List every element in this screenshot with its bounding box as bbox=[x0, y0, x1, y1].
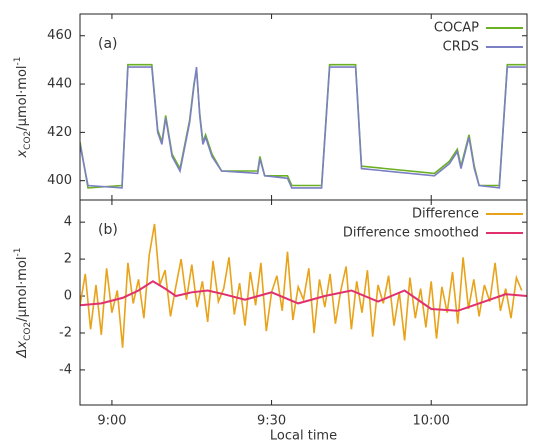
series-line bbox=[80, 66, 526, 189]
series-line bbox=[80, 63, 526, 189]
x-axis-label: Local time bbox=[270, 429, 337, 444]
y-label-sup: -1 bbox=[13, 248, 23, 257]
y-label-main: Δx bbox=[15, 341, 30, 359]
y-tick-label: 400 bbox=[47, 173, 72, 188]
y-tick-label: 440 bbox=[47, 77, 72, 92]
y-label-sub: CO2 bbox=[23, 322, 33, 341]
y-tick-label: 4 bbox=[64, 215, 72, 230]
x-tick-label: 9:00 bbox=[97, 414, 126, 429]
y-label-unit: /µmol·mol bbox=[15, 65, 30, 130]
y-tick-label: -2 bbox=[59, 325, 72, 340]
y-label-sub: CO2 bbox=[23, 131, 33, 150]
panel-label: (b) bbox=[98, 222, 118, 238]
y-label-main: x bbox=[15, 150, 30, 159]
plot-frame bbox=[79, 199, 528, 406]
x-tick-label: 9:30 bbox=[257, 414, 286, 429]
y-tick-label: -4 bbox=[59, 362, 72, 377]
legend-label: COCAP bbox=[434, 21, 479, 36]
panel-label: (a) bbox=[98, 36, 118, 52]
legend-label: Difference bbox=[412, 207, 479, 222]
y-tick-label: 0 bbox=[64, 289, 72, 304]
x-tick-label: 10:00 bbox=[412, 414, 449, 429]
y-label-unit: /µmol·mol bbox=[15, 257, 30, 322]
y-tick-label: 460 bbox=[47, 28, 72, 43]
y-axis-label: xCO2/µmol·mol-1 bbox=[13, 56, 33, 158]
series-line bbox=[80, 280, 527, 312]
y-label-sup: -1 bbox=[13, 56, 23, 65]
y-tick-label: 2 bbox=[64, 252, 72, 267]
y-axis-label: ΔxCO2/µmol·mol-1 bbox=[13, 248, 33, 359]
y-tick-label: 420 bbox=[47, 125, 72, 140]
legend-label: CRDS bbox=[443, 40, 479, 55]
legend-label: Difference smoothed bbox=[343, 226, 479, 241]
series-line bbox=[80, 223, 523, 348]
